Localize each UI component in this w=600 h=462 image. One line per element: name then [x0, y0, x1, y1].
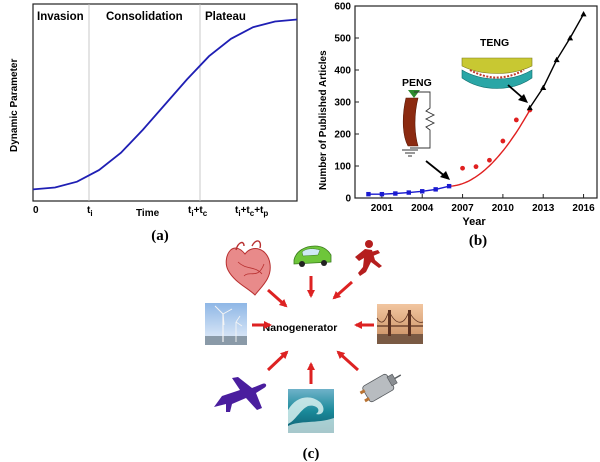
sigmoid-curve [32, 18, 298, 191]
y-tick-label: 300 [334, 98, 351, 109]
data-point-blue [379, 191, 385, 197]
x-tick-label: 2001 [371, 203, 394, 214]
teng-inset: TENG [461, 37, 533, 103]
arrow-runner [332, 280, 353, 300]
data-point-blue [433, 187, 438, 192]
phase-invasion: Invasion [37, 11, 84, 23]
peng-force-arrow-icon [408, 90, 420, 98]
phase-plateau: Plateau [205, 11, 246, 23]
data-point-red [500, 138, 506, 144]
peng-label: PENG [402, 77, 432, 89]
teng-pointer-arrow [507, 84, 525, 100]
tick-ti: ti [87, 205, 93, 218]
teng-gap-icon [469, 69, 525, 79]
heart-icon [225, 240, 271, 296]
x-tick-label: 2013 [532, 203, 555, 214]
panel-b-ylabel: Number of Published Articles [318, 50, 329, 190]
panel-a-ylabel: Dynamic Parameter [9, 59, 20, 152]
data-point-black [540, 84, 547, 90]
data-point-red [513, 117, 519, 123]
runner-icon [355, 240, 382, 276]
y-tick-label: 100 [334, 162, 351, 173]
panel-b-ticks: 0 100 200 300 400 500 600 2001 2004 2007 2010 2013 2… [334, 2, 595, 215]
data-point-black [553, 56, 560, 63]
airplane-icon [214, 377, 267, 412]
peng-cantilever-icon [402, 97, 419, 147]
arrow-heart [267, 288, 288, 308]
bridge-icon [376, 304, 424, 344]
peng-resistor-icon [410, 91, 436, 149]
data-point-red [460, 165, 465, 171]
caption-b: (b) [469, 233, 487, 249]
x-tick-label: 2004 [411, 203, 434, 214]
data-point-blue [393, 191, 398, 196]
teng-label: TENG [480, 37, 509, 49]
x-tick-label: 2007 [451, 203, 474, 214]
motor-icon [359, 373, 402, 403]
x-tick-label: 2010 [492, 203, 515, 214]
panel-c: Nanogenerator [205, 240, 424, 462]
arrow-airplane [266, 350, 289, 372]
teng-top-plate-icon [461, 57, 533, 74]
tick-zero: 0 [33, 205, 39, 216]
panel-a: Invasion Consolidation Plateau Dynamic P… [9, 3, 298, 244]
wind-turbine-icon [205, 303, 247, 345]
panel-a-xlabel: Time [136, 208, 160, 219]
panel-b-frame [354, 5, 598, 199]
panel-a-frame [32, 3, 298, 202]
data-point-blue [406, 190, 411, 195]
y-tick-label: 500 [334, 34, 351, 45]
data-point-black [526, 104, 533, 111]
panel-b: 0 100 200 300 400 500 600 2001 2004 2007 2010 2013 2… [318, 2, 598, 249]
ocean-wave-icon [288, 389, 334, 433]
panel-b-markers [366, 11, 587, 197]
x-tick-label: 2016 [572, 203, 595, 214]
tick-ti-tc-tp: ti+tc+tp [235, 205, 268, 218]
y-tick-label: 200 [334, 130, 351, 141]
data-point-blue [420, 189, 425, 194]
fit-line-red [449, 109, 531, 187]
tick-ti-tc: ti+tc [188, 205, 208, 218]
panel-b-xlabel: Year [462, 216, 486, 228]
y-tick-label: 0 [345, 194, 351, 205]
caption-c: (c) [303, 446, 320, 462]
data-point-red [473, 164, 479, 170]
peng-pointer-arrow [425, 160, 447, 178]
car-icon [293, 245, 332, 267]
phase-consolidation: Consolidation [106, 11, 183, 23]
y-tick-label: 600 [334, 2, 351, 13]
y-tick-label: 400 [334, 66, 351, 77]
caption-a: (a) [151, 228, 169, 244]
data-point-black [580, 11, 587, 17]
peng-inset: PENG [402, 77, 450, 180]
data-point-blue [366, 191, 371, 197]
data-point-red [487, 157, 492, 163]
nanogenerator-label: Nanogenerator [263, 322, 338, 334]
teng-bottom-plate-icon [461, 69, 533, 89]
data-point-black [567, 35, 574, 41]
arrow-motor [336, 350, 360, 372]
data-point-blue [446, 183, 452, 189]
